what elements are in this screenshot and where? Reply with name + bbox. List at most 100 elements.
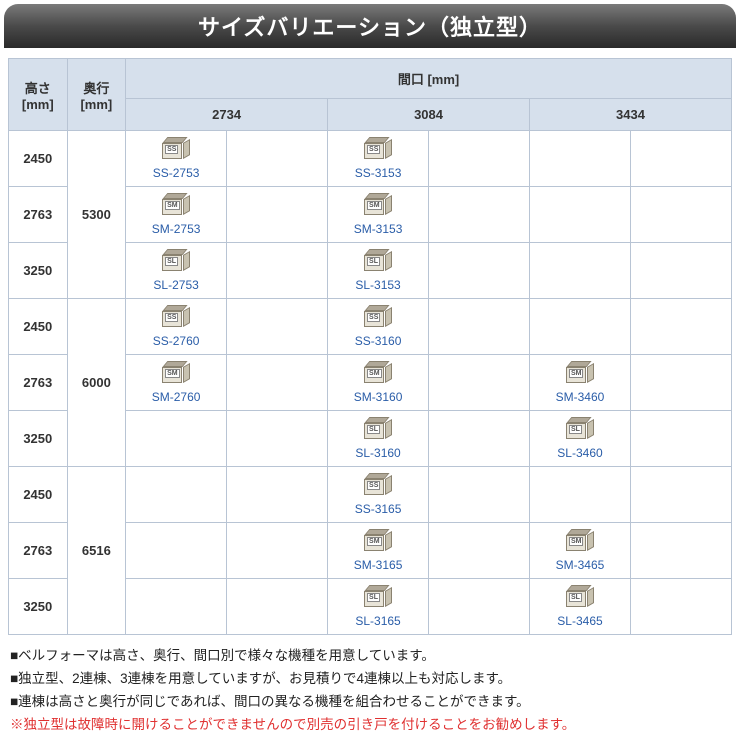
product-link[interactable]: SL-3160 [330, 446, 426, 460]
product-cell: SMSM-2753 [126, 187, 227, 243]
product-link[interactable]: SL-3460 [532, 446, 628, 460]
product-cell [126, 411, 227, 467]
page-title: サイズバリエーション（独立型） [4, 4, 736, 48]
product-link[interactable]: SS-3165 [330, 502, 426, 516]
product-link[interactable]: SL-3465 [532, 614, 628, 628]
warning-line: ※独立型は故障時に開けることができませんので別売の引き戸を付けることをお勧めしま… [10, 714, 730, 737]
product-cell [227, 467, 328, 523]
shed-icon: SS [162, 305, 190, 327]
shed-icon: SL [364, 249, 392, 271]
product-cell [429, 467, 530, 523]
product-cell [630, 355, 731, 411]
table-row: 24505300SSSS-2753SSSS-3153 [9, 131, 732, 187]
shed-icon: SL [162, 249, 190, 271]
product-cell: SL SL-3165 [328, 579, 429, 635]
product-cell: SSSS-2753 [126, 131, 227, 187]
product-link[interactable]: SM-3460 [532, 390, 628, 404]
product-link[interactable]: SL-2753 [128, 278, 224, 292]
col-width-group: 間口 [mm] [126, 59, 732, 99]
product-cell [530, 243, 631, 299]
product-cell: SS SS-2760 [126, 299, 227, 355]
shed-icon: SS [364, 305, 392, 327]
shed-icon: SL [566, 585, 594, 607]
product-cell: SS SS-3160 [328, 299, 429, 355]
table-header: 高さ [mm] 奥行 [mm] 間口 [mm] 2734 3084 3434 [9, 59, 732, 131]
product-cell: SM SM-3160 [328, 355, 429, 411]
product-cell [126, 579, 227, 635]
note-line: ■独立型、2連棟、3連棟を用意していますが、お見積りで4連棟以上も対応します。 [10, 668, 730, 691]
product-link[interactable]: SS-3153 [330, 166, 426, 180]
product-cell: SM SM-3153 [328, 187, 429, 243]
col-width-1: 2734 [126, 99, 328, 131]
shed-icon: SS [364, 137, 392, 159]
product-cell [429, 411, 530, 467]
product-cell [630, 187, 731, 243]
height-cell: 2450 [9, 131, 68, 187]
product-link[interactable]: SL-3153 [330, 278, 426, 292]
product-cell [630, 523, 731, 579]
height-cell: 2763 [9, 187, 68, 243]
product-link[interactable]: SS-2760 [128, 334, 224, 348]
product-cell [530, 467, 631, 523]
height-cell: 3250 [9, 411, 68, 467]
product-link[interactable]: SM-2760 [128, 390, 224, 404]
shed-icon: SM [566, 361, 594, 383]
product-cell: SL SL-2753 [126, 243, 227, 299]
product-cell [227, 187, 328, 243]
product-cell [429, 299, 530, 355]
product-cell [630, 411, 731, 467]
depth-cell: 6516 [67, 467, 126, 635]
depth-cell: 5300 [67, 131, 126, 299]
product-link[interactable]: SM-3165 [330, 558, 426, 572]
height-cell: 3250 [9, 579, 68, 635]
height-cell: 2763 [9, 355, 68, 411]
col-height: 高さ [mm] [9, 59, 68, 131]
product-link[interactable]: SM-2753 [128, 222, 224, 236]
col-depth: 奥行 [mm] [67, 59, 126, 131]
shed-icon: SL [566, 417, 594, 439]
product-link[interactable]: SL-3165 [330, 614, 426, 628]
product-cell: SL SL-3153 [328, 243, 429, 299]
shed-icon: SM [566, 529, 594, 551]
height-cell: 2763 [9, 523, 68, 579]
notes-section: ■ベルフォーマは高さ、奥行、間口別で様々な機種を用意しています。 ■独立型、2連… [10, 645, 730, 737]
product-cell [630, 299, 731, 355]
shed-icon: SM [364, 361, 392, 383]
shed-icon: SL [364, 417, 392, 439]
product-cell: SL SL-3460 [530, 411, 631, 467]
product-cell: SS SS-3165 [328, 467, 429, 523]
product-cell [630, 243, 731, 299]
product-cell [429, 579, 530, 635]
shed-icon: SS [364, 473, 392, 495]
product-cell [227, 299, 328, 355]
product-cell: SM SM-3165 [328, 523, 429, 579]
product-cell [429, 523, 530, 579]
product-cell: SL SL-3465 [530, 579, 631, 635]
product-cell [530, 299, 631, 355]
product-link[interactable]: SM-3465 [532, 558, 628, 572]
table-body: 24505300SSSS-2753SSSS-31532763SMSM-2753S… [9, 131, 732, 635]
product-link[interactable]: SS-3160 [330, 334, 426, 348]
product-cell [429, 131, 530, 187]
product-link[interactable]: SM-3160 [330, 390, 426, 404]
product-cell [227, 579, 328, 635]
table-row: 24506516SSSS-3165 [9, 467, 732, 523]
product-cell [530, 187, 631, 243]
product-cell: SL SL-3160 [328, 411, 429, 467]
size-variation-table: 高さ [mm] 奥行 [mm] 間口 [mm] 2734 3084 3434 2… [8, 58, 732, 635]
product-cell [630, 131, 731, 187]
height-cell: 2450 [9, 467, 68, 523]
shed-icon: SM [364, 529, 392, 551]
shed-icon: SM [364, 193, 392, 215]
col-width-2: 3084 [328, 99, 530, 131]
product-cell [227, 523, 328, 579]
product-cell [630, 467, 731, 523]
product-cell [227, 411, 328, 467]
product-cell [429, 355, 530, 411]
shed-icon: SL [364, 585, 392, 607]
depth-cell: 6000 [67, 299, 126, 467]
product-cell [630, 579, 731, 635]
product-link[interactable]: SM-3153 [330, 222, 426, 236]
product-cell [227, 355, 328, 411]
product-link[interactable]: SS-2753 [128, 166, 224, 180]
